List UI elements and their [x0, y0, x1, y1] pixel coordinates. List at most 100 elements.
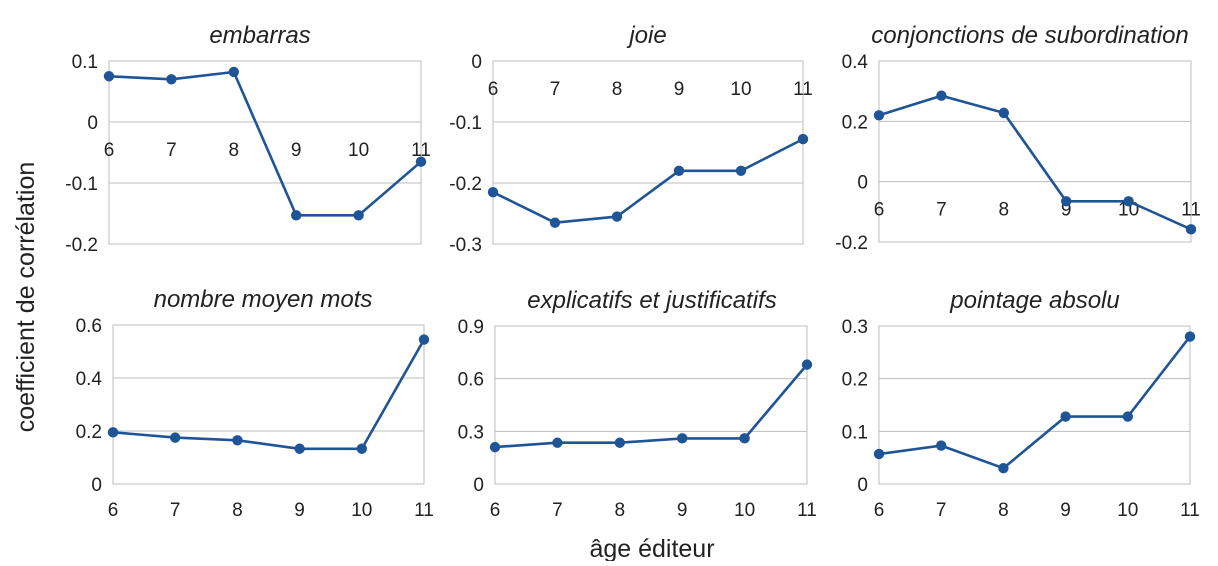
x-tick-label: 9 [1060, 500, 1071, 521]
x-tick-label: 11 [793, 79, 813, 100]
y-tick-label: -0.1 [449, 113, 482, 134]
y-tick-label: 0.2 [842, 370, 868, 391]
y-tick-label: -0.2 [65, 235, 98, 256]
series-line [108, 70, 422, 217]
plot-frame [112, 324, 425, 485]
x-tick-label: 6 [108, 500, 119, 521]
data-point [677, 433, 688, 444]
x-tick-label: 11 [414, 500, 434, 521]
data-point [1061, 196, 1072, 207]
data-point [611, 211, 623, 222]
data-point [353, 210, 364, 221]
x-tick-label: 9 [1061, 200, 1072, 221]
data-point [797, 133, 809, 145]
data-point [228, 66, 239, 78]
data-point [356, 443, 367, 454]
plot-frame [494, 325, 808, 485]
x-tick-label: 6 [874, 500, 885, 521]
x-tick-label: 8 [998, 500, 1009, 521]
y-tick-label: -0.2 [449, 174, 482, 195]
x-tick-label: 6 [488, 79, 499, 100]
y-tick-label: 0.4 [76, 369, 103, 390]
data-point [418, 334, 430, 345]
series-line [878, 94, 1192, 231]
x-tick-label: 9 [677, 500, 688, 521]
x-tick-label: 8 [999, 200, 1010, 221]
series-line [494, 363, 808, 449]
data-point [294, 443, 305, 454]
data-point [1122, 411, 1134, 422]
x-tick-label: 6 [104, 140, 115, 161]
panel-joie: joie 0 -0.1 -0.2 -0.3 6 7 8 9 10 11 [449, 22, 813, 256]
data-point [1123, 196, 1134, 207]
data-point [166, 74, 177, 85]
x-tick-label: 10 [730, 79, 751, 100]
data-point [936, 90, 947, 101]
x-tick-label: 9 [291, 140, 302, 161]
y-tick-label: 0.3 [842, 317, 868, 338]
panel-title: conjonctions de subordination [871, 22, 1189, 49]
data-point [232, 435, 243, 446]
x-tick-label: 11 [1180, 500, 1200, 521]
x-tick-label: 7 [170, 500, 181, 521]
y-tick-label: 0 [471, 52, 482, 73]
panel-embarras: embarras 0.1 0 -0.1 -0.2 6 7 8 9 10 11 [65, 22, 431, 256]
x-tick-label: 8 [615, 500, 626, 521]
data-point [1185, 224, 1197, 235]
series-line [112, 338, 426, 451]
panel-title: embarras [209, 22, 310, 49]
x-tick-label: 7 [166, 140, 177, 161]
y-tick-label: 0.2 [842, 112, 868, 133]
panel-title: pointage absolu [949, 287, 1119, 314]
y-tick-label: -0.1 [65, 174, 98, 195]
data-point [998, 107, 1009, 119]
y-tick-label: 0.1 [72, 52, 98, 73]
data-point [1060, 411, 1071, 422]
x-tick-label: 10 [734, 500, 755, 521]
data-point [103, 71, 115, 82]
y-tick-label: 0 [87, 113, 98, 134]
y-tick-label: 0.2 [76, 422, 102, 443]
x-tick-label: 11 [797, 500, 817, 521]
plot-frame [108, 60, 422, 245]
plot-frame [878, 325, 1191, 485]
y-tick-label: 0 [857, 173, 868, 194]
y-tick-label: 0 [91, 475, 102, 496]
panel-title: nombre moyen mots [154, 286, 373, 313]
x-tick-label: 6 [874, 200, 885, 221]
data-point [489, 441, 501, 453]
y-tick-label: 0 [857, 475, 868, 496]
figure-x-axis-label: âge éditeur [589, 535, 714, 561]
plot-frame [878, 60, 1192, 243]
panel-title: explicatifs et justificatifs [527, 287, 776, 314]
panel-nombre-moyen-mots: nombre moyen mots 0.6 0.4 0.2 06 7 8 9 10 11 [76, 286, 434, 521]
data-point [873, 110, 885, 121]
y-tick-label: 0.3 [458, 422, 484, 443]
series-line [492, 137, 804, 225]
data-point [735, 165, 747, 176]
x-tick-label: 9 [674, 79, 685, 100]
x-tick-label: 10 [351, 500, 372, 521]
y-tick-label: -0.3 [449, 235, 482, 256]
data-point [801, 359, 813, 370]
x-tick-label: 8 [232, 500, 243, 521]
x-tick-label: 10 [1117, 500, 1138, 521]
y-tick-label: -0.2 [835, 233, 868, 254]
y-tick-label: 0.1 [842, 422, 868, 443]
data-point [549, 217, 561, 228]
x-tick-label: 7 [552, 500, 563, 521]
data-point [291, 210, 302, 221]
data-point [998, 463, 1009, 474]
x-tick-label: 7 [936, 200, 947, 221]
x-tick-label: 11 [411, 140, 431, 161]
data-point [936, 440, 947, 451]
x-tick-label: 7 [550, 79, 561, 100]
data-point [739, 433, 750, 444]
x-tick-label: 8 [229, 140, 240, 161]
x-tick-label: 9 [294, 500, 305, 521]
figure-y-axis-label: coefficient de corrélation [12, 162, 40, 433]
x-tick-label: 11 [1181, 200, 1201, 221]
